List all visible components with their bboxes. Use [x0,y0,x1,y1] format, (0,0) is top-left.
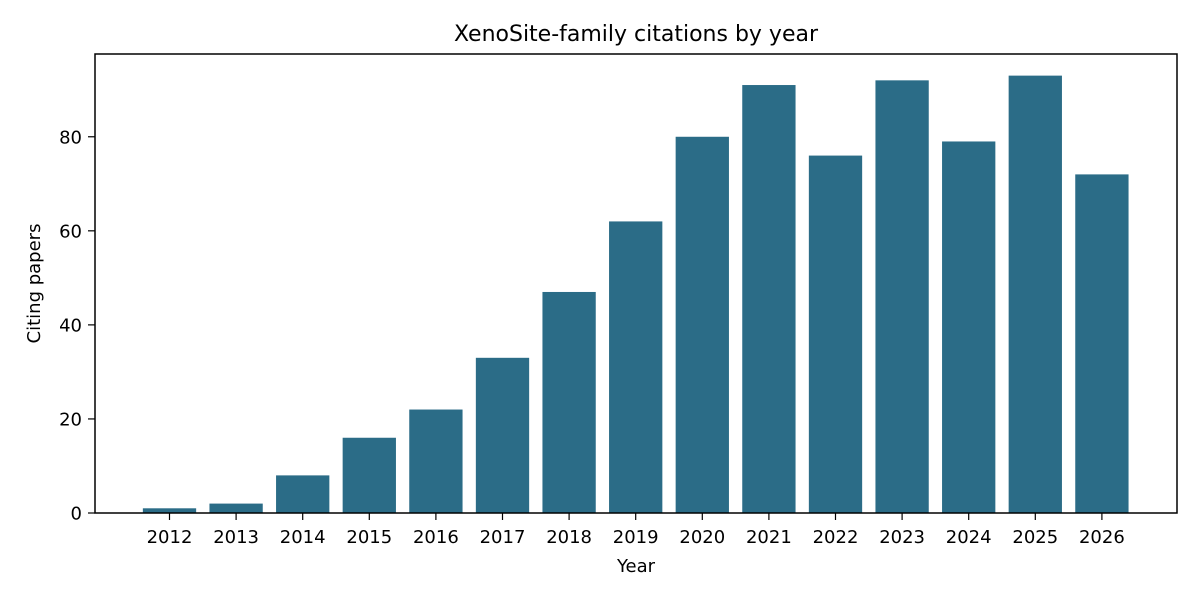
x-tick-label: 2021 [746,527,792,548]
bar-2017 [475,357,530,513]
bar-2020 [675,136,729,513]
bar-2021 [742,85,796,513]
x-tick-label: 2017 [480,527,526,548]
x-axis-ticks: 2012 2013 2014 2015 2016 2017 2018 2019 2020 2021… [147,513,1125,548]
x-tick-label: 2023 [879,527,925,548]
x-tick-label: 2013 [213,527,259,548]
y-axis-label: Citing papers [24,224,45,344]
x-tick-label: 2020 [679,527,725,548]
bar-2013 [209,503,263,513]
bar-2015 [342,437,396,513]
y-tick-label: 80 [59,127,82,148]
x-tick-label: 2019 [613,527,659,548]
bar-2023 [875,80,929,513]
bar-2019 [609,221,663,514]
x-axis-label: Year [616,556,656,577]
x-tick-label: 2015 [346,527,392,548]
y-tick-label: 20 [59,409,82,430]
plot-frame [94,53,1178,514]
x-tick-label: 2025 [1012,527,1058,548]
x-tick-label: 2024 [946,527,992,548]
x-tick-label: 2016 [413,527,459,548]
bar-2018 [542,291,596,513]
x-tick-label: 2012 [147,527,193,548]
x-tick-label: 2018 [546,527,592,548]
x-tick-label: 2014 [280,527,326,548]
chart-title: XenoSite-family citations by year [454,22,819,47]
bar-2016 [409,409,463,513]
x-tick-label: 2022 [813,527,859,548]
y-tick-label: 60 [59,221,82,242]
y-tick-label: 40 [59,315,82,336]
bars-group [142,75,1129,514]
bar-2026 [1075,174,1129,513]
bar-2022 [808,155,863,513]
x-tick-label: 2026 [1079,527,1125,548]
bar-2014 [276,475,330,513]
y-tick-label: 0 [71,504,82,525]
bar-2024 [942,141,996,513]
bar-2025 [1008,75,1062,513]
bar-2012 [142,508,197,513]
y-axis-ticks: 0 20 40 60 80 [59,127,95,525]
